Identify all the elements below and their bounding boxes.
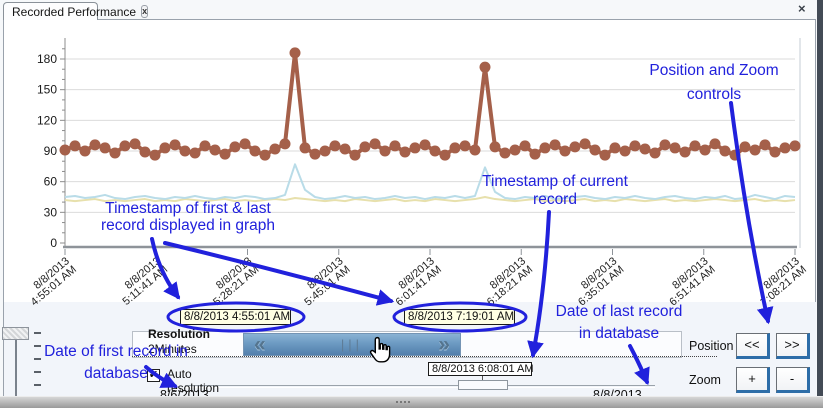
resolution-trackbar-thumb[interactable]: [2, 327, 29, 340]
svg-text:30: 30: [44, 205, 58, 219]
tab-title: Recorded Performance: [12, 4, 137, 19]
zoom-out-button[interactable]: -: [776, 367, 810, 393]
zoom-in-button[interactable]: +: [736, 367, 770, 393]
annotation-first-last-displayed: Timestamp of first & last record display…: [100, 200, 276, 234]
trackbar-tick: [34, 332, 41, 334]
resolution-label: Resolution: [148, 327, 210, 341]
slider-pointer-tick: [482, 376, 483, 381]
resolution-trackbar-track[interactable]: [15, 340, 17, 400]
scroll-left-chevron-icon: «: [254, 332, 266, 356]
splitter-grip-icon: [396, 401, 398, 403]
trackbar-tick: [34, 345, 41, 347]
svg-text:8/8/20134:55:01 AM: 8/8/20134:55:01 AM: [22, 255, 79, 308]
scroll-grip-icon: |||: [340, 337, 364, 352]
pane-close-icon[interactable]: ×: [798, 1, 806, 16]
tab-recorded-performance[interactable]: Recorded Performance x: [3, 2, 149, 20]
hand-cursor-icon: [369, 336, 391, 363]
first-displayed-timestamp: 8/8/2013 4:55:01 AM: [180, 309, 291, 325]
position-back-button[interactable]: <<: [736, 333, 770, 359]
position-forward-button[interactable]: >>: [776, 333, 810, 359]
scrollbar-focus-dots: [132, 356, 717, 357]
annotation-first-db-record: Date of first record in database: [44, 343, 188, 382]
date-range-slider-track[interactable]: [185, 385, 655, 388]
trackbar-tick: [34, 384, 41, 386]
annotation-position-zoom: Position and Zoom controls: [649, 62, 779, 103]
svg-text:180: 180: [37, 52, 57, 66]
right-edge-bar: [817, 0, 823, 396]
svg-text:8/8/20135:11:41 AM: 8/8/20135:11:41 AM: [113, 255, 170, 308]
auto-resolution-label: resolution: [167, 381, 220, 395]
zoom-label: Zoom: [689, 373, 721, 387]
resolution-value-dropdown[interactable]: 2Minutes: [148, 342, 197, 356]
svg-text:60: 60: [44, 175, 58, 189]
annotation-last-db-record: Date of last record in database: [555, 303, 683, 342]
splitter-grip-icon: [400, 401, 402, 403]
current-record-timestamp: 8/8/2013 6:08:01 AM: [428, 362, 534, 376]
position-scrollbar-thumb[interactable]: « ||| »: [243, 333, 461, 356]
annotation-current-record: Timestamp of current record: [482, 173, 628, 208]
splitter-grip-icon: [408, 401, 410, 403]
trackbar-tick: [34, 358, 41, 360]
svg-text:150: 150: [37, 83, 57, 97]
svg-text:90: 90: [44, 144, 58, 158]
svg-text:120: 120: [37, 113, 57, 127]
splitter-grip-icon: [404, 401, 406, 403]
svg-text:8/8/20136:01:41 AM: 8/8/20136:01:41 AM: [387, 255, 444, 308]
svg-text:8/8/20136:18:21 AM: 8/8/20136:18:21 AM: [478, 255, 535, 308]
last-displayed-timestamp: 8/8/2013 7:19:01 AM: [404, 309, 515, 325]
bottom-splitter-bar[interactable]: [0, 396, 823, 408]
svg-text:8/8/20135:28:21 AM: 8/8/20135:28:21 AM: [204, 255, 261, 308]
scroll-right-chevron-icon: »: [438, 332, 450, 356]
trackbar-tick: [34, 371, 41, 373]
date-range-slider-thumb[interactable]: [458, 380, 508, 390]
position-label: Position: [689, 339, 734, 353]
svg-text:8/8/20135:45:01 AM: 8/8/20135:45:01 AM: [295, 255, 352, 308]
svg-text:8/8/20137:08:21 AM: 8/8/20137:08:21 AM: [752, 255, 809, 308]
tab-close-icon[interactable]: x: [141, 5, 149, 18]
svg-text:0: 0: [50, 236, 57, 250]
